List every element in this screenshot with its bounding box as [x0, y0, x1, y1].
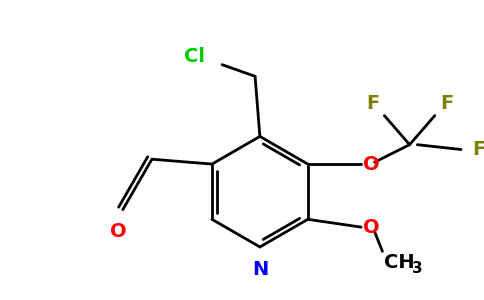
Text: O: O [110, 222, 126, 241]
Text: O: O [363, 218, 379, 237]
Text: Cl: Cl [183, 47, 205, 66]
Text: F: F [366, 94, 379, 113]
Text: N: N [252, 260, 268, 279]
Text: F: F [440, 94, 453, 113]
Text: F: F [473, 140, 484, 159]
Text: CH: CH [384, 253, 415, 272]
Text: 3: 3 [411, 261, 422, 276]
Text: O: O [363, 154, 379, 174]
